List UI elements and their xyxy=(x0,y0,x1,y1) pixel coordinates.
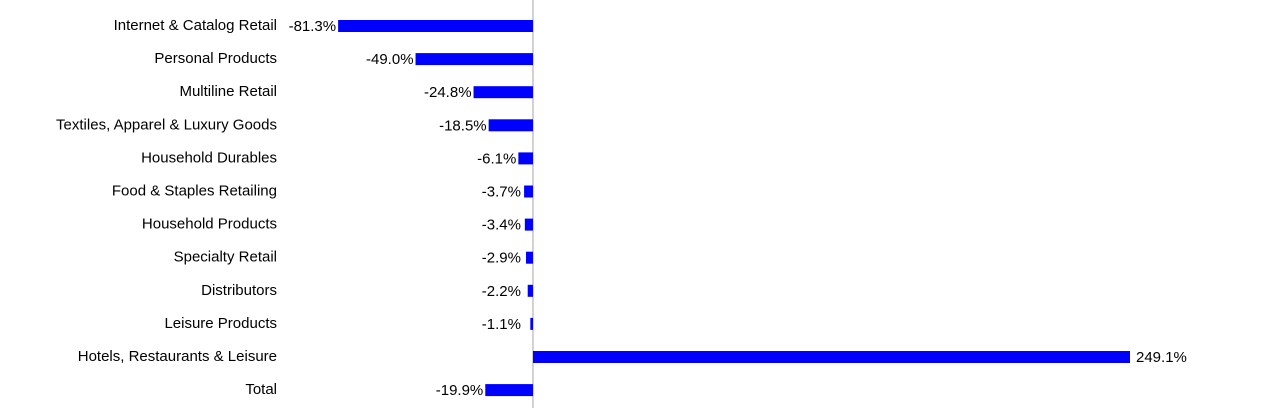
value-label: -6.1% xyxy=(477,150,516,167)
value-label: -3.4% xyxy=(482,217,521,234)
bar xyxy=(473,86,533,99)
value-label: -49.0% xyxy=(366,51,414,68)
category-label: Personal Products xyxy=(154,50,277,67)
bar xyxy=(530,317,533,330)
bar xyxy=(524,218,533,231)
bar xyxy=(532,351,1131,363)
bar xyxy=(338,20,533,32)
category-label: Distributors xyxy=(201,282,277,299)
category-label: Total xyxy=(245,381,277,398)
value-label: -2.2% xyxy=(482,283,521,300)
category-label: Food & Staples Retailing xyxy=(112,182,277,199)
bar xyxy=(518,152,533,165)
value-label: -2.9% xyxy=(482,250,521,267)
bar xyxy=(524,185,533,198)
value-label: -24.8% xyxy=(424,84,472,101)
category-label: Leisure Products xyxy=(164,315,277,332)
category-label: Internet & Catalog Retail xyxy=(114,17,277,34)
category-label: Multiline Retail xyxy=(179,83,277,100)
category-label: Household Durables xyxy=(141,149,277,166)
category-label: Household Products xyxy=(142,216,277,233)
category-label: Hotels, Restaurants & Leisure xyxy=(78,348,277,365)
bar xyxy=(415,53,533,66)
category-label: Textiles, Apparel & Luxury Goods xyxy=(56,116,277,133)
category-label: Specialty Retail xyxy=(174,249,277,266)
value-label: 249.1% xyxy=(1136,349,1187,366)
value-label: -1.1% xyxy=(482,316,521,333)
value-label: -3.7% xyxy=(482,183,521,200)
value-label: -19.9% xyxy=(436,382,484,399)
bar xyxy=(526,251,533,264)
bar xyxy=(485,384,533,397)
value-label: -18.5% xyxy=(439,117,487,134)
bar xyxy=(488,119,533,132)
bar xyxy=(527,284,533,297)
value-label: -81.3% xyxy=(289,18,337,35)
